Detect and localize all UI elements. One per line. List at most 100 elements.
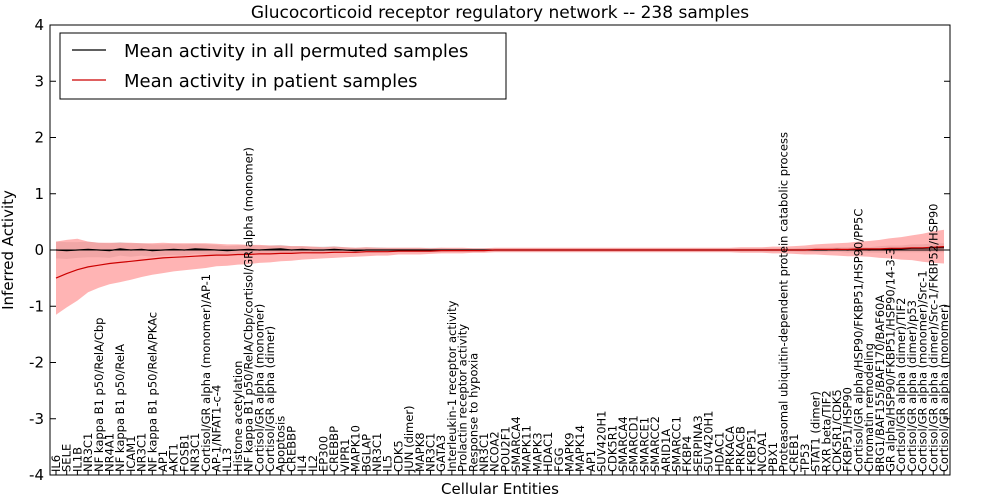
chart-title: Glucocorticoid receptor regulatory netwo… [251,3,749,23]
line-series-1 [55,246,945,279]
x-tick-label: NR3C1 [188,433,202,472]
x-tick-label: Cortisol/GR alpha (monomer)/AP-1 [199,274,213,472]
x-tick-label: NR4A1 [103,433,117,472]
x-tick-label: BGLAP [359,434,373,472]
x-tick-label: AP1 [156,450,170,472]
x-tick-label: CREB1 [787,434,801,473]
x-tick-label: AKT1 [167,443,181,472]
x-tick-label: PRKACB [734,426,748,472]
x-tick-label: Cortisol/GR alpha/HSP90/FKBP51/HSP90/PP5… [851,209,865,472]
x-tick-label: Chromatin remodeling [862,343,876,472]
x-tick-label: VIPR1 [338,438,352,472]
x-tick-label: Cortisol/GR alpha (dimer)/p53 [905,300,919,472]
x-tick-label: CDK5R1/CDK5 [830,389,844,472]
x-tick-label: SMARCC2 [648,416,662,472]
x-tick-label: NR3C1 [477,433,491,472]
x-tick-label: SERPINA3 [691,415,705,472]
x-tick-label: FKBP4 [680,436,694,472]
confidence-bands [56,229,944,315]
x-tick-label: AP1 [584,450,598,472]
x-tick-label: FKBP51 [744,428,758,472]
x-tick-label: Cortisol/GR alpha (dimer) [263,326,277,472]
x-tick-label: SMARCE1 [637,417,651,472]
x-tick-label: NR3C1 [81,433,95,472]
y-tick-label: -4 [29,466,44,484]
x-tick-label: CDK5R1 [605,425,619,472]
y-tick-label: 1 [34,185,44,203]
x-tick-label: NR3C1 [135,433,149,472]
x-tick-label: PBX1 [766,442,780,472]
y-tick-label: 3 [34,72,44,90]
x-tick-label: NF kappa B1 p50/RelA [113,344,127,472]
x-tick-label: Histone acetylation [231,361,245,472]
x-tick-label: GR alpha/HSP90/FKBP51/HSP90/14-3-3 [884,248,898,472]
x-tick-label: EP300 [317,436,331,472]
x-tick-label: Cortisol/GR alpha (dimer)/Src-1/FKBP52/H… [926,204,940,472]
x-tick-label: Cortisol/GR alpha (monomer) [252,304,266,472]
x-tick-label: Prolactin receptor activity [456,324,470,472]
y-tick-label: 2 [34,129,44,147]
x-tick-label: Response to hypoxia [466,353,480,472]
x-tick-label: IL6 [49,455,63,472]
x-tick-label: NR3C1 [424,433,438,472]
x-tick-label: CREBBP [327,426,341,472]
x-tick-label: NF kappa B1 p50/RelA/Cbp/cortisol/GR alp… [242,147,256,472]
x-tick-label: CREBBP [284,426,298,472]
x-tick-label: TP53 [798,443,812,473]
legend: Mean activity in all permuted samples Me… [59,32,507,100]
x-tick-label: NF kappa B1 p50/RelA/Cbp [92,318,106,472]
x-tick-label: FOSB1 [177,434,191,472]
x-tick-label: BRG1/BAF155/BAF170/BAF60A [873,295,887,472]
x-tick-label: MAPK14 [573,425,587,472]
x-tick-label: Interleukin-1 receptor activity [445,300,459,472]
x-tick-label: SMARCA4 [509,416,523,472]
x-tick-label: RXR beta/TIF2 [819,390,833,472]
legend-label-permuted: Mean activity in all permuted samples [124,41,468,62]
x-tick-label: NR3C1 [370,433,384,472]
x-tick-label: MAPK11 [520,425,534,472]
x-tick-label: STAT1 (dimer) [809,391,823,472]
x-tick-label: PRKACA [723,426,737,472]
band-series-1 [56,229,944,315]
y-tick-label: -3 [29,410,44,428]
series-lines [55,246,945,279]
x-tick-label: Proteasomal ubiquitin-dependent protein … [777,132,791,472]
plot-frame [49,24,951,476]
y-tick-label: 0 [34,241,44,259]
x-tick-label: NF kappa B1 p50/RelA/PKAc [145,312,159,472]
x-tick-label: JUN (dimer) [402,405,416,473]
x-tick-label: POU2F1 [498,426,512,472]
x-tick-label: SUV420H1 [595,411,609,473]
x-tick-label: ICAM1 [124,435,138,472]
x-tick-label: SMARCC1 [670,416,684,472]
x-tick-label: CDK5 [391,440,405,472]
legend-box [59,32,507,100]
x-tick-label: SMARCA4 [616,416,630,472]
x-tick-label: Cortisol/GR alpha (monomer) [937,304,951,472]
x-tick-label: FKBP51/HSP90 [841,387,855,472]
x-tick-label: GATA3 [434,435,448,472]
y-tick-label: 4 [34,16,44,34]
x-tick-label: IL4 [295,455,309,472]
x-tick-label: Cortisol/GR alpha (monomer)/Src-1 [916,270,930,472]
x-tick-label: HDAC1 [541,432,555,472]
x-tick-label: IL2 [306,455,320,472]
x-tick-label: NCOA1 [755,431,769,472]
x-tick-label: NCOA2 [488,431,502,472]
x-tick-label: IL5 [381,455,395,472]
x-tick-label: MAPK8 [413,432,427,472]
legend-label-patient: Mean activity in patient samples [124,71,418,92]
x-tick-label: MAPK3 [530,432,544,472]
x-tick-label: SUV420H1 [702,411,716,473]
y-tick-label: -1 [29,297,44,315]
x-tick-label: MAPK9 [563,432,577,472]
x-tick-label: ARID1A [659,429,673,472]
x-tick-label: SMARCD1 [627,415,641,472]
x-tick-label: FGG [552,448,566,472]
x-tick-label: MAPK10 [349,425,363,472]
x-tick-label: SELE [60,444,74,472]
y-axis-label: Inferred Activity [0,190,17,310]
x-axis-label: Cellular Entities [441,480,559,498]
